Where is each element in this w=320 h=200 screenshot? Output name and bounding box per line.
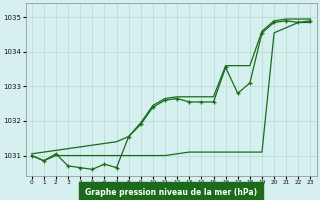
X-axis label: Graphe pression niveau de la mer (hPa): Graphe pression niveau de la mer (hPa) bbox=[85, 188, 257, 197]
